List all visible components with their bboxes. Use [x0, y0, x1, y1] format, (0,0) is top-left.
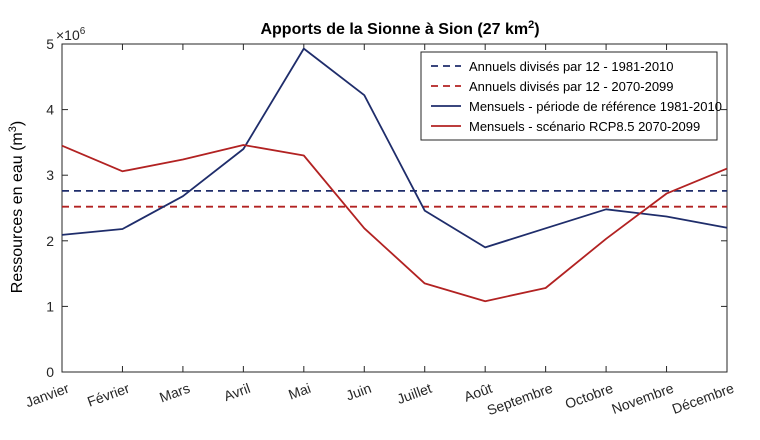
- y-axis-ticks: 0 1 2 3 4 5: [46, 36, 727, 380]
- y-tick-label: 3: [46, 167, 54, 183]
- x-tick-label: Janvier: [23, 380, 71, 411]
- x-tick-label: Octobre: [563, 380, 615, 412]
- y-tick-label: 5: [46, 36, 54, 52]
- x-tick-label: Février: [85, 380, 132, 410]
- x-tick-label: Mai: [286, 380, 313, 403]
- legend-label-1: Annuels divisés par 12 - 2070-2099: [469, 79, 674, 94]
- x-tick-label: Septembre: [485, 380, 555, 419]
- x-tick-label: Décembre: [670, 380, 736, 417]
- chart-title: Apports de la Sionne à Sion (27 km2): [260, 19, 539, 38]
- legend-label-2: Mensuels - période de référence 1981-201…: [469, 99, 722, 114]
- series-line-2: [61, 47, 728, 249]
- y-tick-label: 2: [46, 233, 54, 249]
- x-tick-label: Juin: [344, 380, 374, 404]
- x-tick-label: Avril: [222, 380, 253, 404]
- series-line-3: [61, 144, 728, 303]
- legend-label-0: Annuels divisés par 12 - 1981-2010: [469, 59, 674, 74]
- legend-box: [420, 51, 718, 141]
- y-tick-label: 4: [46, 102, 54, 118]
- x-tick-label: Juillet: [395, 380, 434, 407]
- y-axis-label: Ressources en eau (m3): [7, 121, 26, 293]
- y-tick-label: 1: [46, 298, 54, 314]
- y-tick-label: 0: [46, 364, 54, 380]
- series-layer: [61, 47, 728, 303]
- x-tick-label: Mars: [157, 380, 192, 406]
- legend: Annuels divisés par 12 - 1981-2010 Annuel…: [420, 51, 722, 141]
- y-multiplier-label: ×106: [56, 26, 86, 43]
- x-tick-label: Novembre: [609, 380, 675, 417]
- legend-label-3: Mensuels - scénario RCP8.5 2070-2099: [469, 119, 700, 134]
